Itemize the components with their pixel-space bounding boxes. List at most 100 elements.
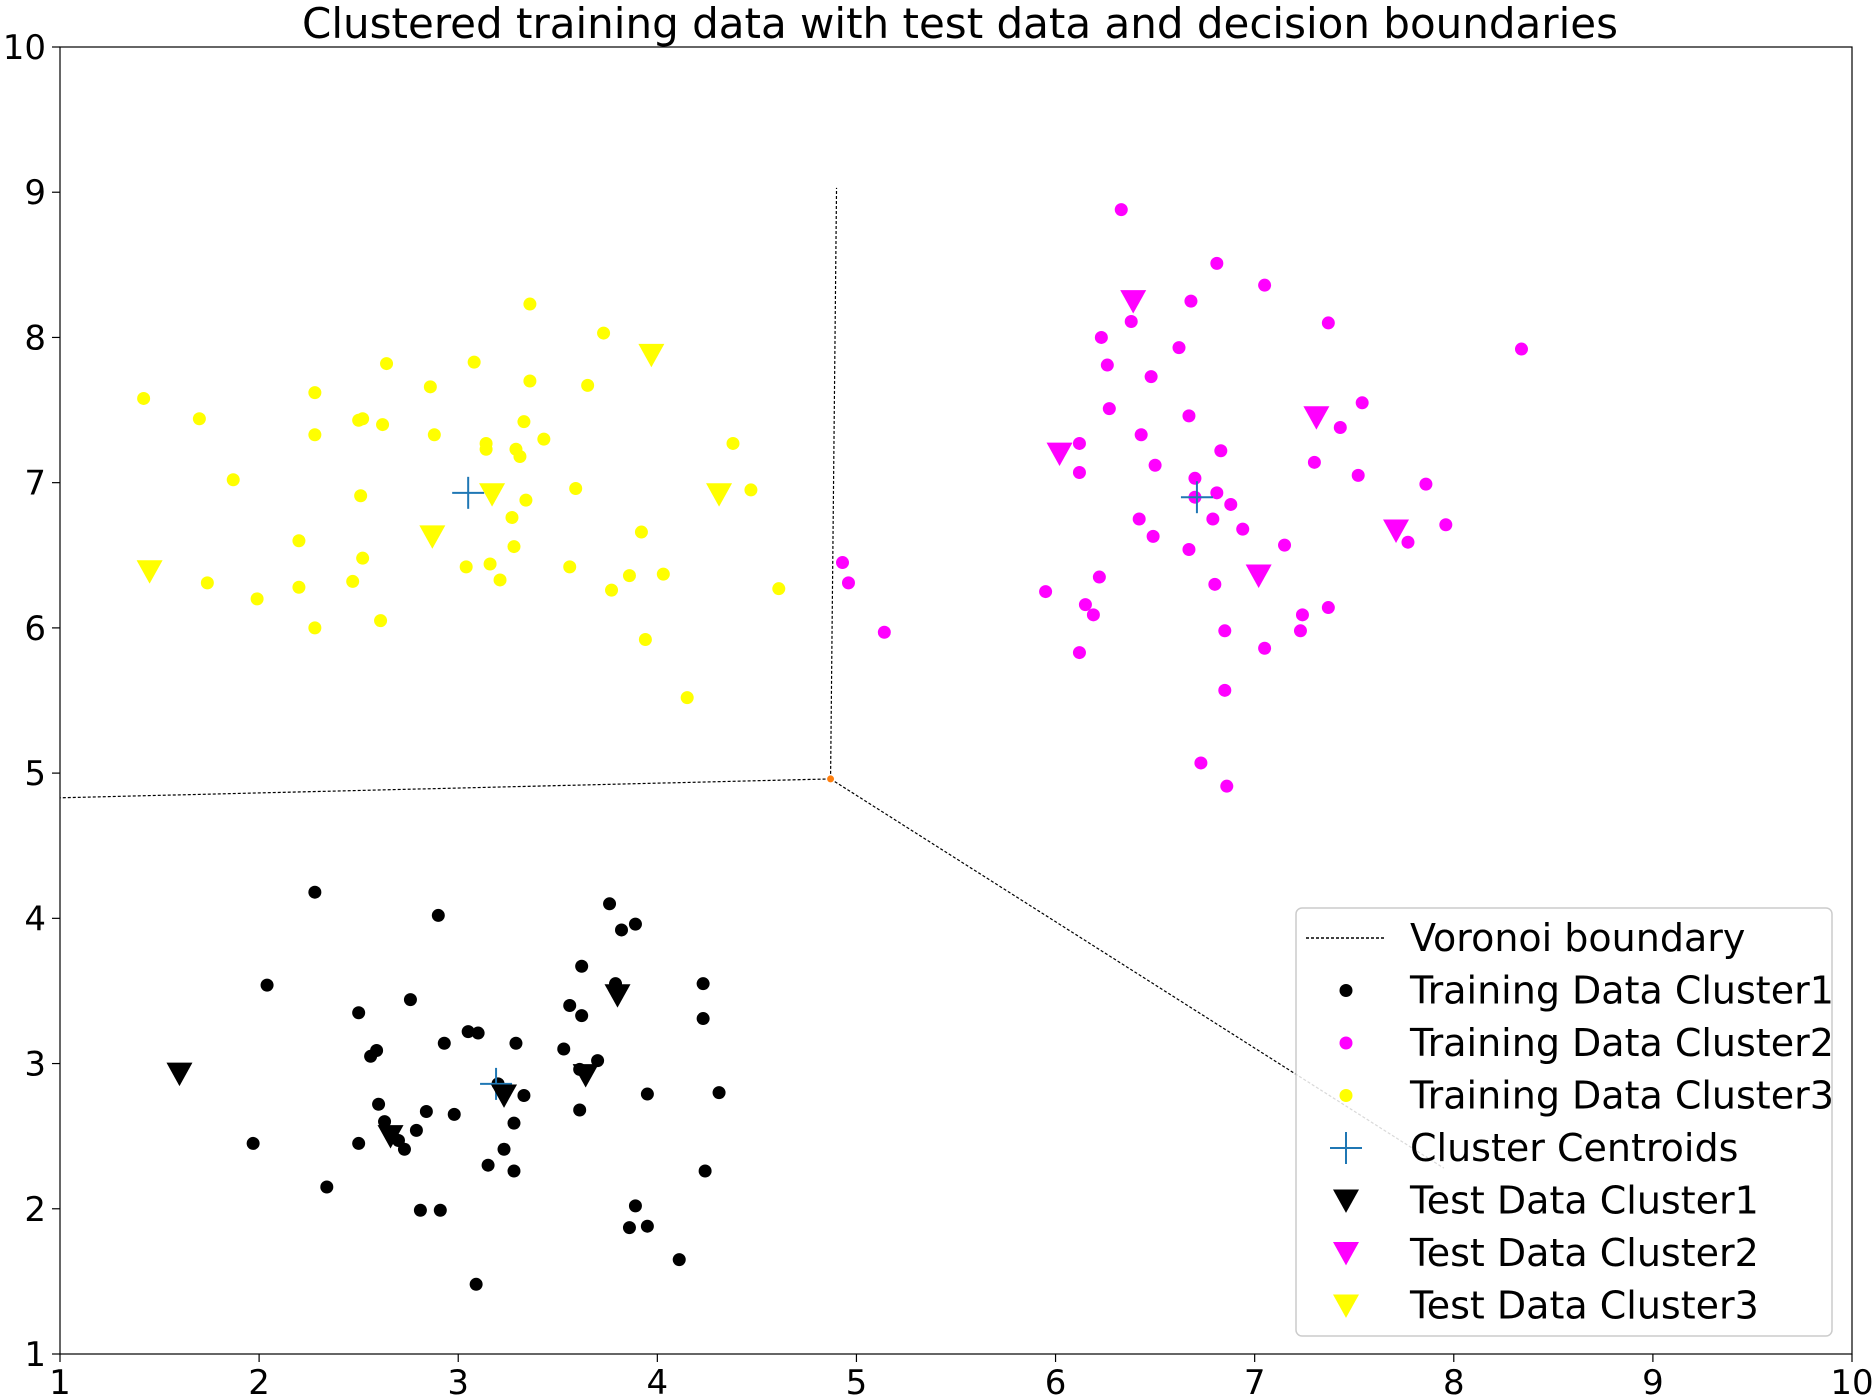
data-point	[308, 885, 322, 899]
data-point	[397, 1142, 411, 1156]
data-point	[137, 391, 151, 405]
legend-label: Voronoi boundary	[1410, 916, 1745, 960]
data-point	[1333, 420, 1347, 434]
data-point	[480, 1067, 513, 1100]
data-point	[1351, 468, 1365, 482]
data-point	[772, 582, 786, 596]
data-point	[1295, 608, 1309, 622]
data-point	[573, 1103, 587, 1117]
data-point	[419, 1104, 433, 1118]
data-point	[1172, 341, 1186, 355]
data-point	[563, 560, 577, 574]
data-point	[1182, 409, 1196, 423]
data-point	[1039, 585, 1053, 599]
data-point	[356, 412, 370, 426]
data-point	[374, 614, 388, 628]
series-test-data-cluster3	[136, 343, 733, 584]
data-point	[364, 1049, 378, 1063]
legend: Voronoi boundary Training Data Cluster1 Tr…	[1295, 907, 1834, 1337]
voronoi-boundary-segment	[829, 187, 838, 779]
y-tick-label: 3	[24, 1045, 46, 1085]
data-point	[483, 557, 497, 571]
legend-swatch	[1339, 1036, 1353, 1050]
data-point	[1206, 512, 1220, 526]
data-point	[354, 489, 368, 503]
data-point	[409, 1123, 423, 1137]
y-tick-label: 7	[24, 464, 46, 504]
data-point	[1307, 455, 1321, 469]
data-point	[452, 476, 485, 509]
data-point	[604, 984, 631, 1008]
data-point	[517, 415, 531, 429]
data-point	[640, 1087, 654, 1101]
data-point	[638, 343, 665, 368]
data-point	[628, 1199, 642, 1213]
data-point	[712, 1086, 726, 1100]
data-point	[622, 569, 636, 583]
series-training-data-cluster3	[137, 297, 786, 705]
data-point	[706, 483, 733, 507]
data-point	[1072, 466, 1086, 480]
data-point	[1146, 529, 1160, 543]
data-point	[491, 1084, 518, 1108]
data-point	[605, 583, 619, 597]
data-point	[1208, 577, 1222, 591]
data-point	[308, 621, 322, 635]
data-point	[1078, 598, 1092, 612]
data-point	[378, 1115, 392, 1129]
data-point	[744, 483, 758, 497]
data-point	[1383, 519, 1410, 543]
legend-swatch	[1333, 1294, 1359, 1318]
plot-area	[59, 187, 1528, 1291]
x-tick-label: 8	[1443, 1363, 1465, 1399]
legend-label: Test Data Cluster1	[1409, 1179, 1759, 1223]
legend-label: Training Data Cluster1	[1409, 969, 1834, 1013]
data-point	[431, 908, 445, 922]
data-point	[698, 1164, 712, 1178]
data-point	[507, 1116, 521, 1130]
data-point	[1092, 570, 1106, 584]
series-training-data-cluster2	[836, 203, 1528, 793]
data-point	[638, 633, 652, 647]
data-point	[1100, 358, 1114, 372]
data-point	[1224, 497, 1238, 511]
data-point	[1321, 601, 1335, 615]
voronoi-vertex	[827, 775, 835, 783]
data-point	[505, 511, 519, 525]
data-point	[493, 573, 507, 587]
legend-label: Training Data Cluster2	[1409, 1021, 1834, 1065]
data-point	[1120, 290, 1147, 314]
data-point	[346, 574, 360, 588]
data-point	[696, 977, 710, 991]
x-tick-label: 5	[846, 1363, 868, 1399]
data-point	[1210, 256, 1224, 270]
data-point	[603, 897, 617, 911]
y-tick-label: 1	[24, 1335, 46, 1375]
data-point	[320, 1180, 334, 1194]
legend-swatch	[1333, 1241, 1359, 1266]
voronoi-boundary-segment	[59, 778, 831, 799]
y-tick-label: 5	[24, 754, 46, 794]
data-point	[523, 297, 537, 311]
data-point	[1124, 314, 1138, 328]
data-point	[250, 592, 264, 606]
data-point	[1401, 535, 1415, 549]
x-tick-label: 1	[49, 1363, 71, 1399]
data-point	[591, 1054, 605, 1068]
data-point	[557, 1042, 571, 1056]
data-point	[292, 534, 306, 548]
data-point	[479, 483, 506, 507]
x-tick-label: 7	[1244, 1363, 1266, 1399]
data-point	[1182, 542, 1196, 556]
data-point	[597, 326, 611, 340]
data-point	[1094, 330, 1108, 344]
data-point	[696, 1012, 710, 1026]
x-tick-label: 3	[447, 1363, 469, 1399]
data-point	[509, 1036, 523, 1050]
data-point	[614, 923, 628, 937]
data-point	[1144, 370, 1158, 384]
data-point	[575, 1009, 589, 1023]
y-tick-label: 4	[24, 899, 46, 939]
data-point	[376, 418, 390, 432]
data-point	[1210, 486, 1224, 500]
